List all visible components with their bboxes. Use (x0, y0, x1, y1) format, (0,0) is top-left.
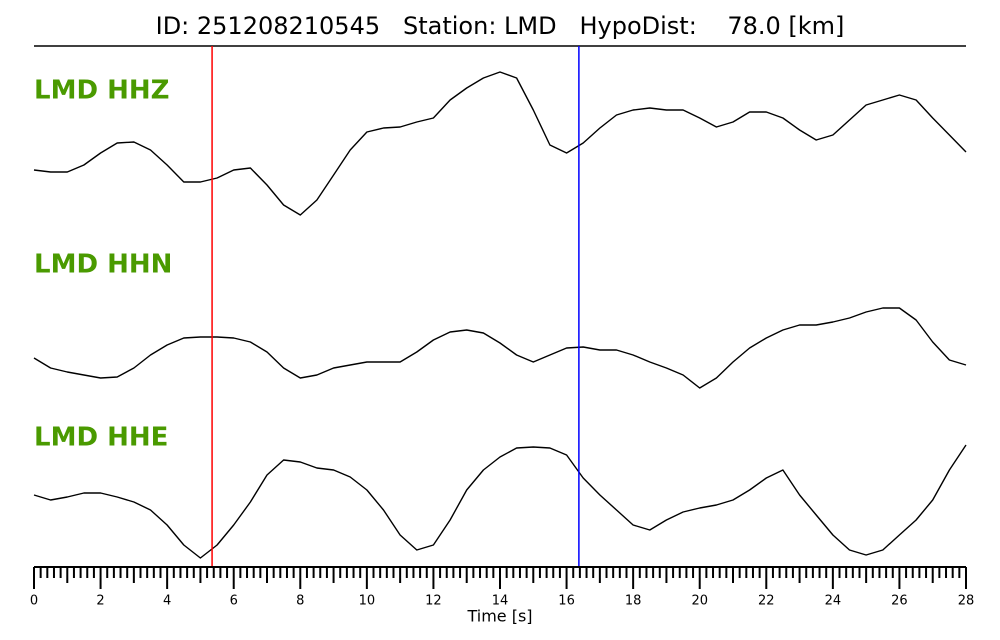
x-tick-label: 10 (359, 594, 376, 609)
x-tick-label: 16 (558, 594, 575, 609)
x-tick-label: 12 (425, 594, 442, 609)
x-tick-label: 18 (625, 594, 642, 609)
x-tick-label: 20 (691, 594, 708, 609)
trace-label: LMD HHZ (34, 76, 169, 106)
chart-title: ID: 251208210545 Station: LMD HypoDist: … (156, 12, 845, 40)
x-tick-label: 0 (30, 594, 38, 609)
waveform (33, 444, 967, 559)
x-tick-label: 4 (163, 594, 171, 609)
x-tick-label: 8 (296, 594, 304, 609)
x-tick-label: 26 (891, 594, 908, 609)
x-tick-label: 6 (230, 594, 238, 609)
x-tick-label: 14 (492, 594, 509, 609)
waveform (33, 71, 967, 216)
waveform (33, 307, 967, 389)
x-tick-label: 24 (825, 594, 842, 609)
trace-label: LMD HHN (34, 250, 172, 280)
x-axis-label: Time [s] (466, 607, 532, 626)
trace-label: LMD HHE (34, 423, 168, 453)
x-tick-label: 22 (758, 594, 775, 609)
x-tick-label: 28 (958, 594, 975, 609)
x-tick-label: 2 (96, 594, 104, 609)
